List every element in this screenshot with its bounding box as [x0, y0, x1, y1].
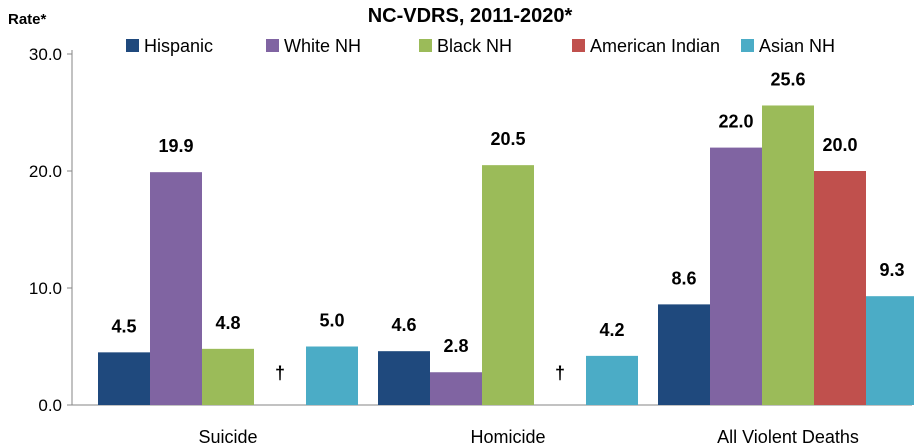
data-label: 8.6 [671, 268, 696, 288]
data-label: 5.0 [319, 311, 344, 331]
bar [378, 351, 430, 405]
bar [430, 372, 482, 405]
y-tick-label: 30.0 [29, 45, 62, 64]
data-label: 4.8 [215, 313, 240, 333]
y-tick-label: 20.0 [29, 162, 62, 181]
data-label: 19.9 [158, 136, 193, 156]
bar [150, 172, 202, 405]
data-label: 4.6 [391, 315, 416, 335]
bar [762, 105, 814, 405]
legend-label: American Indian [590, 36, 720, 56]
data-labels: 4.5 19.9 4.8 † 5.0 4.6 2.8 20.5 † 4.2 8.6 22.0 25.6 2… [111, 69, 904, 383]
bar [98, 352, 150, 405]
legend-swatch [572, 39, 585, 52]
legend-label: Hispanic [144, 36, 213, 56]
data-label: 22.0 [718, 112, 753, 132]
legend-label: Black NH [437, 36, 512, 56]
data-label: 9.3 [879, 260, 904, 280]
bar [814, 171, 866, 405]
data-label: 2.8 [443, 336, 468, 356]
data-label: 20.0 [822, 135, 857, 155]
legend: Hispanic White NH Black NH American Indian A… [126, 36, 835, 56]
bar [482, 165, 534, 405]
data-label: 20.5 [490, 129, 525, 149]
bar [658, 304, 710, 405]
legend-swatch [741, 39, 754, 52]
bar [586, 355, 638, 405]
y-axis-label: Rate* [8, 11, 47, 28]
x-tick-label: All Violent Deaths [717, 427, 859, 447]
chart-title: NC-VDRS, 2011-2020* [368, 5, 573, 27]
legend-swatch [126, 39, 139, 52]
data-label: 25.6 [770, 69, 805, 89]
y-tick-label: 10.0 [29, 279, 62, 298]
bar [202, 348, 254, 405]
bar [306, 346, 358, 405]
suppressed-marker: † [555, 363, 565, 383]
bar [710, 147, 762, 405]
data-label: 4.2 [599, 320, 624, 340]
legend-label: Asian NH [759, 36, 835, 56]
x-tick-label: Homicide [470, 427, 545, 447]
x-tick-label: Suicide [198, 427, 257, 447]
y-tick-label: 0.0 [38, 396, 62, 415]
legend-swatch [266, 39, 279, 52]
suppressed-marker: † [275, 363, 285, 383]
legend-label: White NH [284, 36, 361, 56]
legend-swatch [419, 39, 432, 52]
bars [98, 105, 914, 405]
bar [866, 296, 914, 405]
data-label: 4.5 [111, 316, 136, 336]
